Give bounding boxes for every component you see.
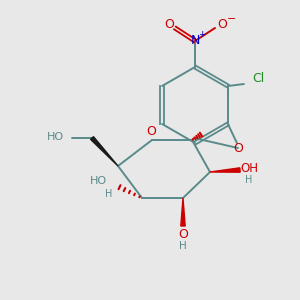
Text: +: + <box>198 30 205 39</box>
Text: N: N <box>190 34 200 47</box>
Text: −: − <box>227 14 237 24</box>
Text: O: O <box>233 142 243 154</box>
Text: H: H <box>179 241 187 251</box>
Text: HO: HO <box>47 132 64 142</box>
Polygon shape <box>91 136 118 166</box>
Text: Cl: Cl <box>252 73 264 85</box>
Text: O: O <box>178 229 188 242</box>
Text: HO: HO <box>90 176 107 186</box>
Text: OH: OH <box>240 161 258 175</box>
Text: H: H <box>105 189 112 199</box>
Text: O: O <box>146 125 156 139</box>
Polygon shape <box>181 198 185 226</box>
Text: H: H <box>245 175 253 185</box>
Text: O: O <box>217 17 227 31</box>
Text: O: O <box>164 17 174 31</box>
Polygon shape <box>210 168 240 172</box>
